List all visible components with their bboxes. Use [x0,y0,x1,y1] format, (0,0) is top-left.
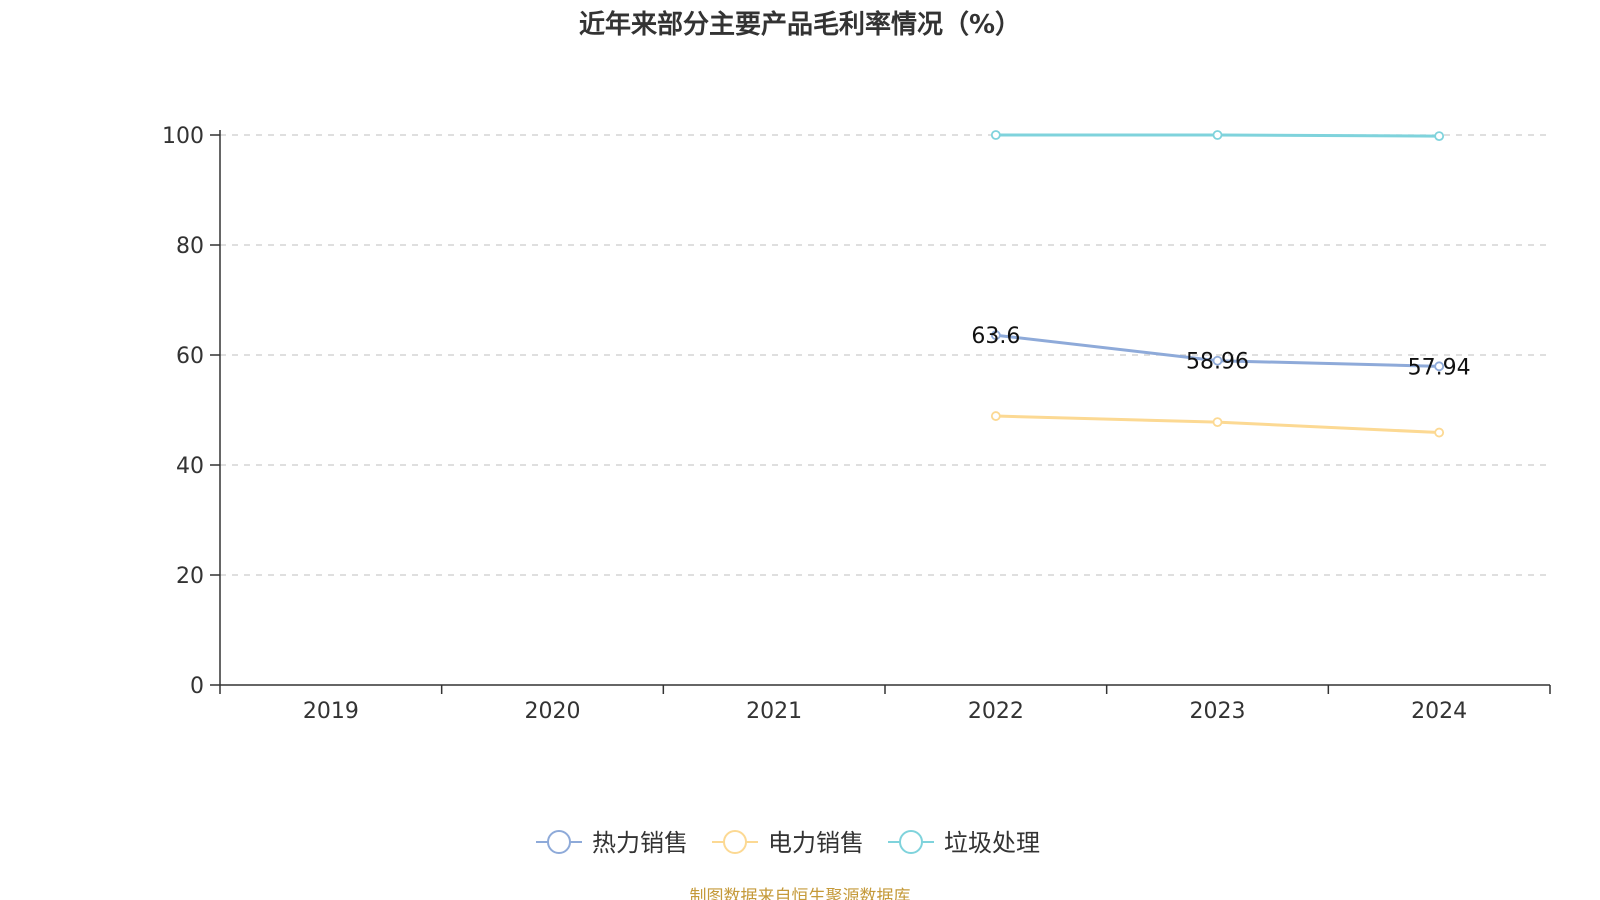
y-tick-label: 80 [176,234,204,259]
data-point[interactable] [990,330,1001,341]
data-point[interactable] [1212,417,1223,428]
data-label: 58.96 [1186,350,1249,375]
y-tick-label: 40 [176,454,204,479]
data-point[interactable] [1212,130,1223,140]
data-label: 63.6 [971,324,1020,349]
x-tick-label: 2019 [303,699,359,724]
chart-title: 近年来部分主要产品毛利率情况（%） [578,10,1022,40]
x-tick-label: 2022 [968,699,1024,724]
data-point[interactable] [1212,355,1223,366]
x-tick-label: 2024 [1411,699,1467,724]
data-point[interactable] [990,130,1001,140]
y-tick-label: 100 [162,124,204,149]
data-point[interactable] [1434,131,1445,142]
legend-label[interactable]: 热力销售 [592,829,688,857]
y-tick-label: 0 [190,674,204,699]
y-tick-label: 20 [176,564,204,589]
data-point[interactable] [990,411,1001,421]
data-point[interactable] [1434,361,1445,372]
legend-label[interactable]: 电力销售 [768,829,864,857]
x-tick-label: 2021 [746,699,802,724]
x-tick-label: 2020 [525,699,581,724]
legend-swatch-marker[interactable] [723,830,747,854]
data-label: 57.94 [1408,355,1471,380]
x-tick-label: 2023 [1190,699,1246,724]
y-tick-label: 60 [176,344,204,369]
legend-swatch-marker[interactable] [547,830,571,854]
legend-label[interactable]: 垃圾处理 [944,829,1040,857]
data-point[interactable] [1434,427,1445,438]
source-note: 制图数据来自恒生聚源数据库 [689,887,911,900]
legend-swatch-marker[interactable] [899,830,923,854]
